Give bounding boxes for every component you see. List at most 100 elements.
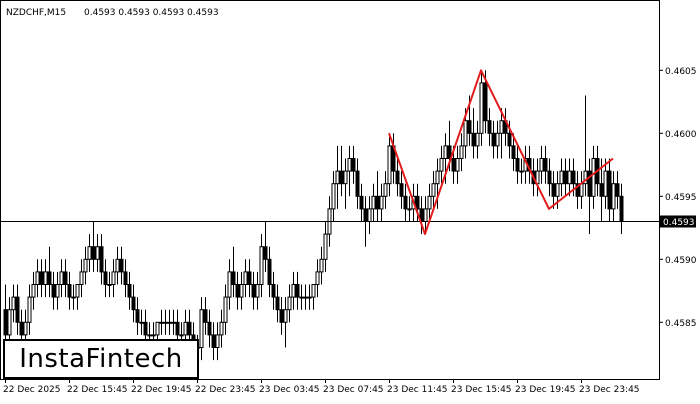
candle-body [103, 271, 108, 285]
candle-body [271, 284, 276, 298]
candle [335, 145, 340, 209]
candle [323, 221, 328, 272]
candle [299, 284, 304, 310]
candle [383, 171, 388, 209]
candle-body [367, 208, 372, 222]
candle-body [23, 321, 28, 336]
candle [303, 284, 308, 310]
candle [511, 133, 516, 172]
candle-body [39, 271, 44, 285]
candle-body [27, 296, 32, 323]
x-tick-label: 23 Dec 03:45 [259, 385, 320, 395]
candle [375, 171, 380, 222]
candle [15, 284, 20, 335]
candle-body [491, 132, 496, 147]
candle-body [115, 258, 120, 273]
candle [283, 297, 288, 348]
candle-body [315, 271, 320, 285]
x-tick-label: 23 Dec 19:45 [515, 385, 576, 395]
candle [307, 284, 312, 310]
candle-body [11, 296, 16, 311]
candle-body [383, 183, 388, 197]
candle-body [31, 284, 36, 298]
candle [67, 271, 72, 310]
pattern-layer [388, 69, 614, 236]
candle-body [135, 309, 140, 323]
candle [95, 234, 100, 272]
candle [339, 145, 344, 197]
candle-body [359, 195, 364, 210]
candle-body [543, 158, 548, 172]
candle-body [451, 158, 456, 172]
candle-body [111, 271, 116, 285]
candle [231, 246, 236, 298]
candle [499, 108, 504, 159]
ohlc-label: 0.4593 0.4593 0.4593 0.4593 [84, 8, 219, 18]
candle [11, 284, 16, 323]
plot-frame [0, 0, 660, 380]
candle-body [455, 158, 460, 172]
candle-body [179, 334, 184, 337]
candle-body [123, 271, 128, 285]
candle-body [175, 321, 180, 336]
candle-body [147, 334, 152, 337]
x-tick-label: 23 Dec 07:45 [323, 385, 384, 395]
candle-body [363, 208, 368, 222]
candle-body [583, 170, 588, 185]
candle-body [19, 321, 24, 336]
x-tick-label: 23 Dec 15:45 [451, 385, 512, 395]
candle-body [159, 321, 164, 324]
candle-body [307, 296, 312, 299]
candle [291, 271, 296, 310]
candle-body [351, 158, 356, 172]
candle-body [427, 195, 432, 210]
candle-body [167, 321, 172, 324]
candle-body [231, 271, 236, 285]
candle [275, 284, 280, 323]
candle-body [55, 284, 60, 298]
candle [359, 183, 364, 222]
candle [199, 297, 204, 361]
candle-body [559, 170, 564, 185]
candle-body [63, 271, 68, 285]
candle-body [459, 145, 464, 159]
candle-body [311, 284, 316, 298]
candle [591, 145, 596, 209]
candle [575, 171, 580, 209]
candle-body [371, 195, 376, 210]
candle [167, 309, 172, 335]
candle-body [127, 284, 132, 298]
candle [559, 158, 564, 197]
x-axis: 22 Dec 2025 22 Dec 15:45 22 Dec 19:45 22 De… [3, 379, 640, 395]
candle [351, 145, 356, 184]
candle-body [423, 208, 428, 222]
candle [63, 259, 68, 298]
candle-body [75, 284, 80, 298]
candle [239, 271, 244, 310]
candle-body [79, 271, 84, 285]
candle [315, 259, 320, 298]
candle-body [303, 296, 308, 299]
candle-body [295, 284, 300, 298]
candle-body [395, 170, 400, 185]
candle [287, 284, 292, 323]
candle [47, 246, 52, 298]
candle [255, 271, 260, 310]
candle [615, 171, 620, 209]
candle-body [567, 170, 572, 185]
candle [539, 145, 544, 184]
candle-body [591, 158, 596, 197]
y-tick-label: 0.4600 [665, 130, 697, 140]
candle-body [51, 284, 56, 298]
candle [399, 171, 404, 209]
brand-logo-text: InstaFintech [19, 344, 183, 374]
candle-body [511, 145, 516, 159]
candle [355, 158, 360, 209]
candle [279, 297, 284, 335]
candle [219, 309, 224, 348]
candle-body [339, 170, 344, 185]
candle [123, 259, 128, 298]
candle [31, 271, 36, 310]
